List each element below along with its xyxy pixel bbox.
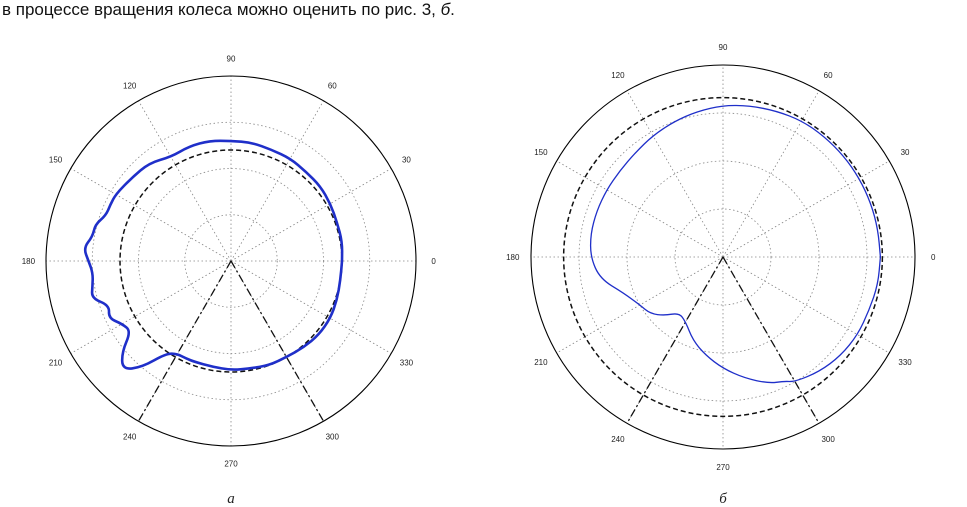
radial-grid-circle [91,121,371,401]
angle-spoke [722,256,890,354]
angle-tick-label: 90 [227,54,236,63]
angle-tick-label: 300 [326,432,340,441]
angle-tick-label: 240 [611,435,625,444]
body-text-main: в процессе вращения колеса можно оценить… [2,0,441,19]
angle-tick-label: 240 [123,432,137,441]
angle-tick-label: 150 [534,148,548,157]
angle-spoke [230,100,324,262]
angle-spoke [722,160,890,258]
angle-spoke [556,160,724,258]
angle-tick-label: 30 [901,148,910,157]
angle-tick-label: 270 [224,460,238,469]
angle-spoke [138,100,232,262]
subfigure-label: б [719,491,727,507]
angle-spoke [70,260,232,354]
angle-tick-label: 330 [400,358,414,367]
sector-boundary-line [230,260,325,422]
angle-tick-label: 330 [898,358,912,367]
angle-spoke [230,168,392,262]
sector-boundary-line [722,256,820,424]
angle-tick-label: 150 [49,156,63,165]
angle-tick-label: 60 [824,71,833,80]
radial-grid-circle [184,214,278,308]
angle-tick-label: 210 [534,358,548,367]
angle-tick-label: 210 [49,358,63,367]
body-text-line: в процессе вращения колеса можно оценить… [2,0,455,20]
body-text-italic-letter: б [440,0,451,19]
angle-tick-label: 180 [22,257,36,266]
body-text-end: . [450,0,455,19]
polar-chart-б: 0 30 60 90 120 150 180 210 240 270 300 330 б [506,43,936,507]
angle-spoke [70,168,232,262]
angle-tick-label: 120 [123,82,137,91]
outer-frame-circle [530,64,916,450]
angle-tick-label: 180 [506,253,520,262]
angle-tick-label: 120 [611,71,625,80]
measured-curve [83,139,344,371]
angle-tick-label: 300 [821,435,835,444]
subfigure-label: а [227,491,235,507]
angle-spoke [626,90,724,258]
angle-tick-label: 60 [328,82,337,91]
angle-tick-label: 270 [716,463,730,472]
angle-spoke [230,260,392,354]
angle-tick-label: 30 [402,156,411,165]
angle-tick-label: 0 [931,253,936,262]
sector-boundary-line [626,256,724,424]
angle-tick-label: 90 [719,43,728,52]
outer-frame-circle [45,75,417,447]
angle-spoke [722,90,820,258]
measured-curve [589,104,882,384]
reference-dashed-circle [562,96,884,418]
angle-tick-label: 0 [431,257,436,266]
sector-boundary-line [137,260,232,422]
polar-chart-а: 0 30 60 90 120 150 180 210 240 270 300 330 а [22,54,437,507]
